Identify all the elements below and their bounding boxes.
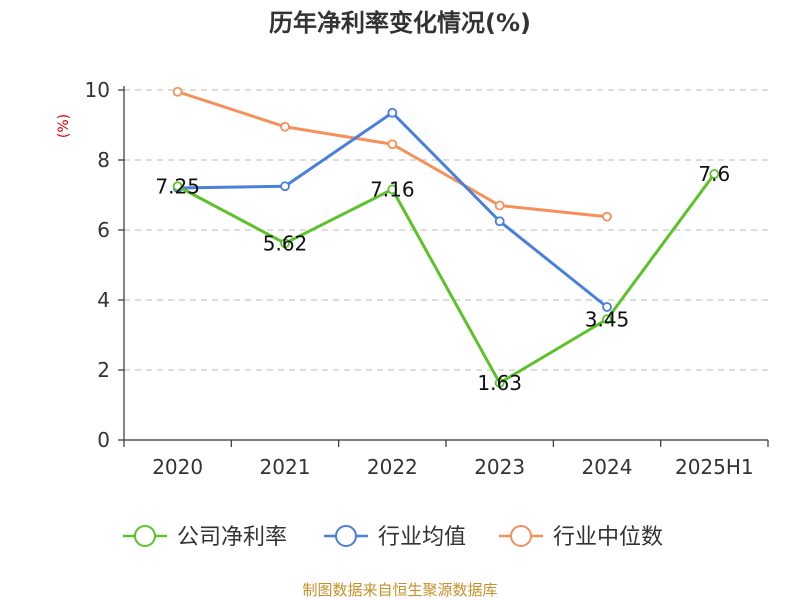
data-label: 1.63 bbox=[477, 371, 522, 395]
y-tick-label: 0 bbox=[97, 428, 110, 452]
data-point bbox=[709, 169, 720, 179]
x-tick-label: 2024 bbox=[582, 455, 633, 479]
y-tick-label: 2 bbox=[97, 358, 110, 382]
data-point bbox=[172, 181, 183, 192]
y-tick-label: 4 bbox=[97, 288, 110, 312]
data-point bbox=[280, 238, 290, 249]
y-tick-label: 8 bbox=[97, 148, 110, 172]
legend-label: 行业中位数 bbox=[553, 525, 663, 550]
legend-marker bbox=[510, 525, 532, 547]
data-point bbox=[387, 107, 398, 118]
series-line bbox=[176, 173, 716, 385]
y-axis-unit: (%) bbox=[56, 114, 72, 138]
data-point bbox=[280, 181, 290, 192]
legend: 公司净利率 行业均值 行业中位数 bbox=[123, 525, 663, 550]
data-point bbox=[602, 302, 612, 312]
data-point bbox=[494, 216, 505, 227]
axes: 0 2 4 6 8 10 2020 2021 2022 2023 2024 2025H1 bbox=[85, 78, 769, 479]
data-point bbox=[280, 121, 290, 132]
data-point bbox=[602, 314, 612, 325]
series-lines bbox=[176, 90, 716, 385]
data-label: 7.6 bbox=[698, 162, 730, 186]
data-point bbox=[387, 184, 398, 195]
legend-label: 公司净利率 bbox=[177, 525, 287, 550]
source-note: 制图数据来自恒生聚源数据库 bbox=[302, 581, 497, 599]
x-tick-label: 2021 bbox=[260, 455, 311, 479]
data-label: 7.16 bbox=[370, 177, 415, 201]
data-point bbox=[494, 200, 505, 211]
chart-title: 历年净利率变化情况(%) bbox=[269, 9, 531, 37]
grid-lines bbox=[124, 89, 768, 371]
data-point bbox=[602, 211, 612, 222]
data-label: 7.25 bbox=[155, 174, 200, 198]
data-label: 3.45 bbox=[585, 307, 630, 331]
legend-marker bbox=[134, 525, 156, 547]
data-label: 5.62 bbox=[263, 231, 308, 255]
x-tick-label: 2022 bbox=[367, 455, 418, 479]
x-tick-label: 2023 bbox=[474, 455, 525, 479]
series-points bbox=[172, 86, 720, 388]
data-point bbox=[172, 86, 183, 97]
y-tick-label: 10 bbox=[85, 78, 110, 102]
legend-label: 行业均值 bbox=[378, 525, 466, 550]
data-labels: 7.25 5.62 7.16 1.63 3.45 7.6 bbox=[155, 162, 730, 395]
data-point bbox=[494, 378, 505, 388]
legend-marker bbox=[335, 525, 357, 547]
x-tick-label: 2020 bbox=[152, 455, 203, 479]
y-tick-label: 6 bbox=[97, 218, 110, 242]
data-point bbox=[387, 139, 398, 150]
x-tick-label: 2025H1 bbox=[675, 455, 754, 479]
